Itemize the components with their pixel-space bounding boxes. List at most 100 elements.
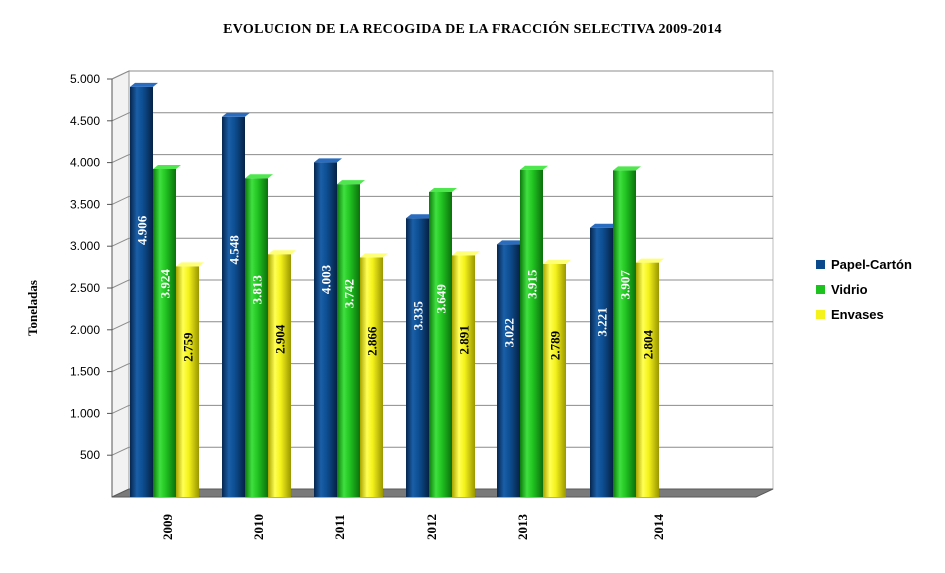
y-axis-label: Toneladas [25, 280, 40, 336]
bar-top [222, 112, 250, 117]
x-category-label: 2011 [332, 514, 347, 539]
data-label: 2.804 [641, 330, 656, 360]
gridline [111, 70, 773, 80]
bar-top [543, 259, 571, 264]
bar-front [543, 263, 566, 497]
bar [520, 165, 548, 497]
y-tick-label: 3.000 [70, 239, 100, 253]
bar-top [314, 158, 342, 163]
bar-front [590, 227, 613, 497]
data-label: 3.915 [525, 269, 540, 299]
x-category-label: 2014 [651, 514, 666, 541]
bar [268, 250, 296, 497]
data-label: 3.022 [502, 318, 517, 347]
y-tick-label: 5.000 [70, 72, 100, 86]
bar-top [429, 187, 457, 192]
legend-item: Vidrio [816, 277, 912, 302]
data-label: 4.003 [319, 264, 334, 294]
bar-front [153, 168, 176, 497]
bar [452, 251, 480, 497]
bar-front [429, 191, 452, 497]
bar [406, 214, 434, 497]
gridline [111, 195, 773, 205]
bar-top [153, 164, 181, 169]
data-label: 2.866 [365, 326, 380, 356]
bar-top [452, 251, 480, 256]
bar [543, 259, 571, 497]
bar [176, 262, 204, 497]
bar [314, 158, 342, 498]
bar-front [636, 262, 659, 497]
data-label: 3.907 [618, 270, 633, 300]
data-label: 3.742 [342, 279, 357, 308]
data-label: 3.813 [250, 275, 265, 305]
data-label: 2.904 [273, 324, 288, 354]
legend-label: Vidrio [831, 282, 868, 297]
bar-top [130, 82, 158, 87]
bar-front [268, 254, 291, 497]
y-tick-label: 2.500 [70, 281, 100, 295]
data-label: 2.789 [548, 330, 563, 360]
bar-top [497, 240, 525, 245]
bar-front [176, 266, 199, 497]
legend-item: Envases [816, 302, 912, 327]
bar [497, 240, 525, 497]
bar [429, 187, 457, 497]
data-label: 3.649 [434, 284, 449, 314]
bar-front [613, 170, 636, 497]
bar-front [314, 162, 337, 498]
y-tick-label: 3.500 [70, 197, 100, 211]
y-tick-label: 1.500 [70, 365, 100, 379]
y-tick-label: 1.000 [70, 406, 100, 420]
legend-swatch [816, 285, 825, 294]
bar [613, 166, 641, 497]
bar-top [245, 174, 273, 179]
bar [130, 82, 158, 497]
bar-top [360, 253, 388, 258]
legend: Papel-Cartón Vidrio Envases [816, 252, 912, 327]
y-tick-label: 2.000 [70, 323, 100, 337]
bar [360, 253, 388, 497]
bar-top [406, 214, 434, 219]
bar-front [360, 257, 383, 497]
bar-front [452, 255, 475, 497]
bar-top [337, 180, 365, 185]
bar-top [520, 165, 548, 170]
legend-swatch [816, 310, 825, 319]
data-label: 3.924 [158, 269, 173, 299]
x-category-label: 2010 [251, 514, 266, 540]
data-label: 4.548 [227, 235, 242, 265]
legend-label: Envases [831, 307, 884, 322]
bar-top [268, 250, 296, 255]
bar-top [636, 258, 664, 263]
legend-swatch [816, 260, 825, 269]
y-tick-label: 500 [80, 448, 100, 462]
bar-front [520, 169, 543, 497]
y-tick-label: 4.000 [70, 156, 100, 170]
bar [153, 164, 181, 497]
bar-top [590, 223, 618, 228]
bar [222, 112, 250, 497]
gridline [111, 237, 773, 247]
bar [590, 223, 618, 497]
data-label: 3.335 [411, 301, 426, 331]
bar-front [245, 178, 268, 497]
legend-label: Papel-Cartón [831, 257, 912, 272]
bar-front [406, 218, 429, 497]
bar-front [130, 86, 153, 497]
legend-item: Papel-Cartón [816, 252, 912, 277]
data-label: 2.891 [457, 325, 472, 354]
x-category-label: 2013 [515, 514, 530, 541]
bar-front [222, 116, 245, 497]
x-category-label: 2009 [160, 514, 175, 541]
chart-title: EVOLUCION DE LA RECOGIDA DE LA FRACCIÓN … [223, 22, 722, 37]
bar [245, 174, 273, 497]
y-tick-label: 4.500 [70, 114, 100, 128]
gridline [111, 112, 773, 122]
bar [636, 258, 664, 497]
x-category-label: 2012 [424, 514, 439, 540]
data-label: 4.906 [135, 215, 150, 245]
bar-top [176, 262, 204, 267]
bar-top [613, 166, 641, 171]
